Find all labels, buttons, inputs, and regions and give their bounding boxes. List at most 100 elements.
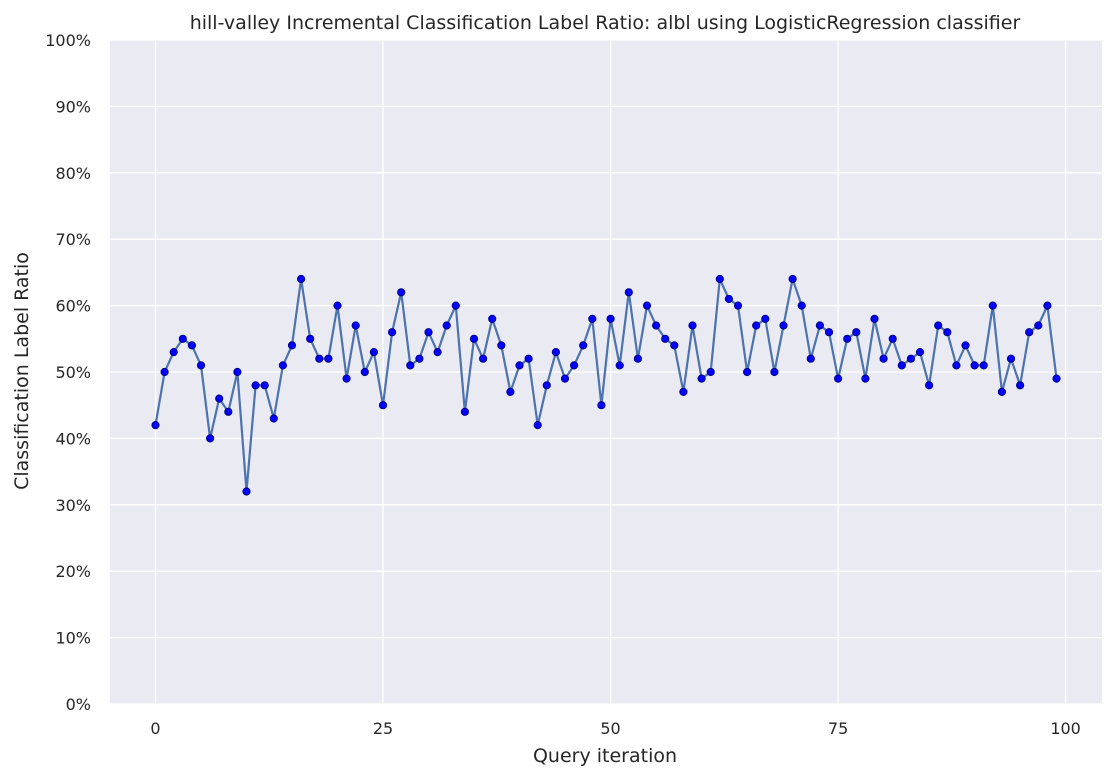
data-point xyxy=(870,314,879,323)
data-point xyxy=(160,367,169,377)
data-point xyxy=(624,288,633,297)
data-point xyxy=(1006,354,1016,363)
data-point xyxy=(469,334,479,343)
data-point xyxy=(788,274,797,284)
data-point xyxy=(861,374,870,383)
data-point xyxy=(970,361,979,370)
x-tick-label: 0 xyxy=(150,719,160,738)
data-point xyxy=(988,301,997,310)
data-point xyxy=(460,407,469,416)
data-point xyxy=(497,341,506,350)
x-axis-label: Query iteration xyxy=(533,745,677,767)
y-tick-label: 0% xyxy=(66,695,91,714)
data-point xyxy=(688,321,697,330)
data-point xyxy=(151,421,160,430)
data-point xyxy=(551,348,561,357)
y-tick-label: 90% xyxy=(55,97,91,116)
chart-title: hill-valley Incremental Classification L… xyxy=(190,12,1021,34)
data-point xyxy=(925,381,934,390)
data-point xyxy=(733,301,743,310)
data-point xyxy=(706,367,715,377)
data-point xyxy=(479,354,488,363)
data-point xyxy=(260,381,269,390)
data-point xyxy=(697,374,706,383)
data-point xyxy=(324,354,333,363)
data-point xyxy=(888,334,897,343)
data-point xyxy=(642,301,652,310)
data-point xyxy=(834,374,843,383)
data-point xyxy=(233,367,242,377)
data-point xyxy=(1025,328,1034,337)
x-tick-label: 50 xyxy=(600,719,620,738)
data-point xyxy=(1052,374,1061,383)
data-point xyxy=(397,288,406,297)
data-point xyxy=(806,354,815,363)
data-point xyxy=(187,341,196,350)
data-point xyxy=(652,321,661,330)
data-point xyxy=(943,328,952,337)
data-point xyxy=(679,387,688,396)
data-point xyxy=(360,367,369,377)
data-point xyxy=(952,361,961,370)
data-point xyxy=(506,387,515,396)
data-point xyxy=(196,361,206,370)
data-point xyxy=(342,374,351,383)
data-point xyxy=(1034,321,1043,330)
data-point xyxy=(278,361,287,370)
data-point xyxy=(579,341,588,350)
y-tick-label: 30% xyxy=(55,496,91,515)
data-point xyxy=(388,328,397,337)
data-point xyxy=(315,354,324,363)
x-tick-label: 75 xyxy=(828,719,848,738)
data-point xyxy=(424,328,433,337)
series-line xyxy=(154,277,1058,493)
y-tick-label: 60% xyxy=(55,297,91,316)
data-point xyxy=(934,321,943,330)
x-axis-ticks: 0 25 50 75 100 xyxy=(150,719,1080,738)
data-point xyxy=(961,341,970,350)
y-axis-label: Classification Label Ratio xyxy=(11,252,33,490)
data-point xyxy=(661,334,670,343)
data-point xyxy=(743,367,752,377)
data-point xyxy=(306,334,315,343)
data-points xyxy=(151,274,1061,496)
data-point xyxy=(588,314,597,323)
y-tick-label: 10% xyxy=(55,629,91,648)
data-point xyxy=(897,361,906,370)
data-point xyxy=(815,321,825,330)
data-point xyxy=(433,348,442,357)
y-tick-label: 70% xyxy=(55,230,91,249)
data-point xyxy=(542,381,551,390)
data-point xyxy=(752,321,761,330)
data-point xyxy=(515,361,524,370)
data-point xyxy=(488,314,497,323)
data-point xyxy=(560,374,570,383)
data-point xyxy=(351,321,360,330)
data-point xyxy=(415,354,424,363)
data-point xyxy=(269,414,278,423)
y-tick-label: 100% xyxy=(45,31,91,50)
y-tick-label: 80% xyxy=(55,164,91,183)
y-tick-label: 20% xyxy=(55,562,91,581)
data-point xyxy=(169,348,178,357)
data-point xyxy=(606,314,615,323)
data-point xyxy=(770,367,779,377)
data-point xyxy=(224,407,233,416)
data-point xyxy=(724,294,734,304)
data-point xyxy=(843,334,852,343)
data-point xyxy=(287,341,297,350)
data-point xyxy=(597,401,606,410)
data-point xyxy=(178,334,187,343)
data-point xyxy=(979,361,988,370)
data-point xyxy=(570,361,579,370)
data-point xyxy=(206,434,215,443)
data-point xyxy=(442,321,451,330)
data-point xyxy=(915,348,925,357)
data-point xyxy=(251,381,260,390)
data-point xyxy=(615,361,624,370)
data-point xyxy=(761,314,770,323)
data-point xyxy=(369,348,378,357)
data-point xyxy=(824,328,834,337)
data-point xyxy=(533,421,542,430)
data-point xyxy=(879,354,888,363)
